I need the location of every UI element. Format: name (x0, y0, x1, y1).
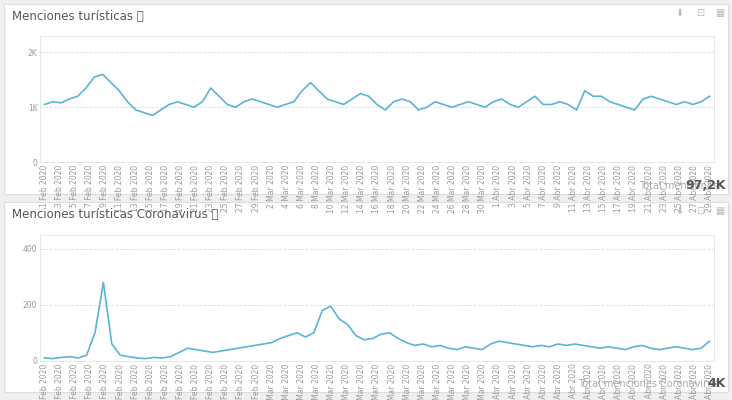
Text: ⬇: ⬇ (676, 8, 684, 18)
Text: Menciones turísticas ⓘ: Menciones turísticas ⓘ (12, 10, 144, 23)
Text: Total menciones Coronavirus: Total menciones Coronavirus (578, 379, 725, 389)
Text: 4K: 4K (707, 377, 725, 390)
Text: ▦: ▦ (715, 206, 725, 216)
Text: 97,2K: 97,2K (685, 178, 725, 192)
Text: ⊡: ⊡ (696, 8, 704, 18)
Text: ⬇: ⬇ (676, 206, 684, 216)
Text: ⊡: ⊡ (696, 206, 704, 216)
Text: Total menciones: Total menciones (640, 181, 725, 191)
Text: ▦: ▦ (715, 8, 725, 18)
Text: Menciones turísticas Coronavirus ⓘ: Menciones turísticas Coronavirus ⓘ (12, 208, 219, 221)
